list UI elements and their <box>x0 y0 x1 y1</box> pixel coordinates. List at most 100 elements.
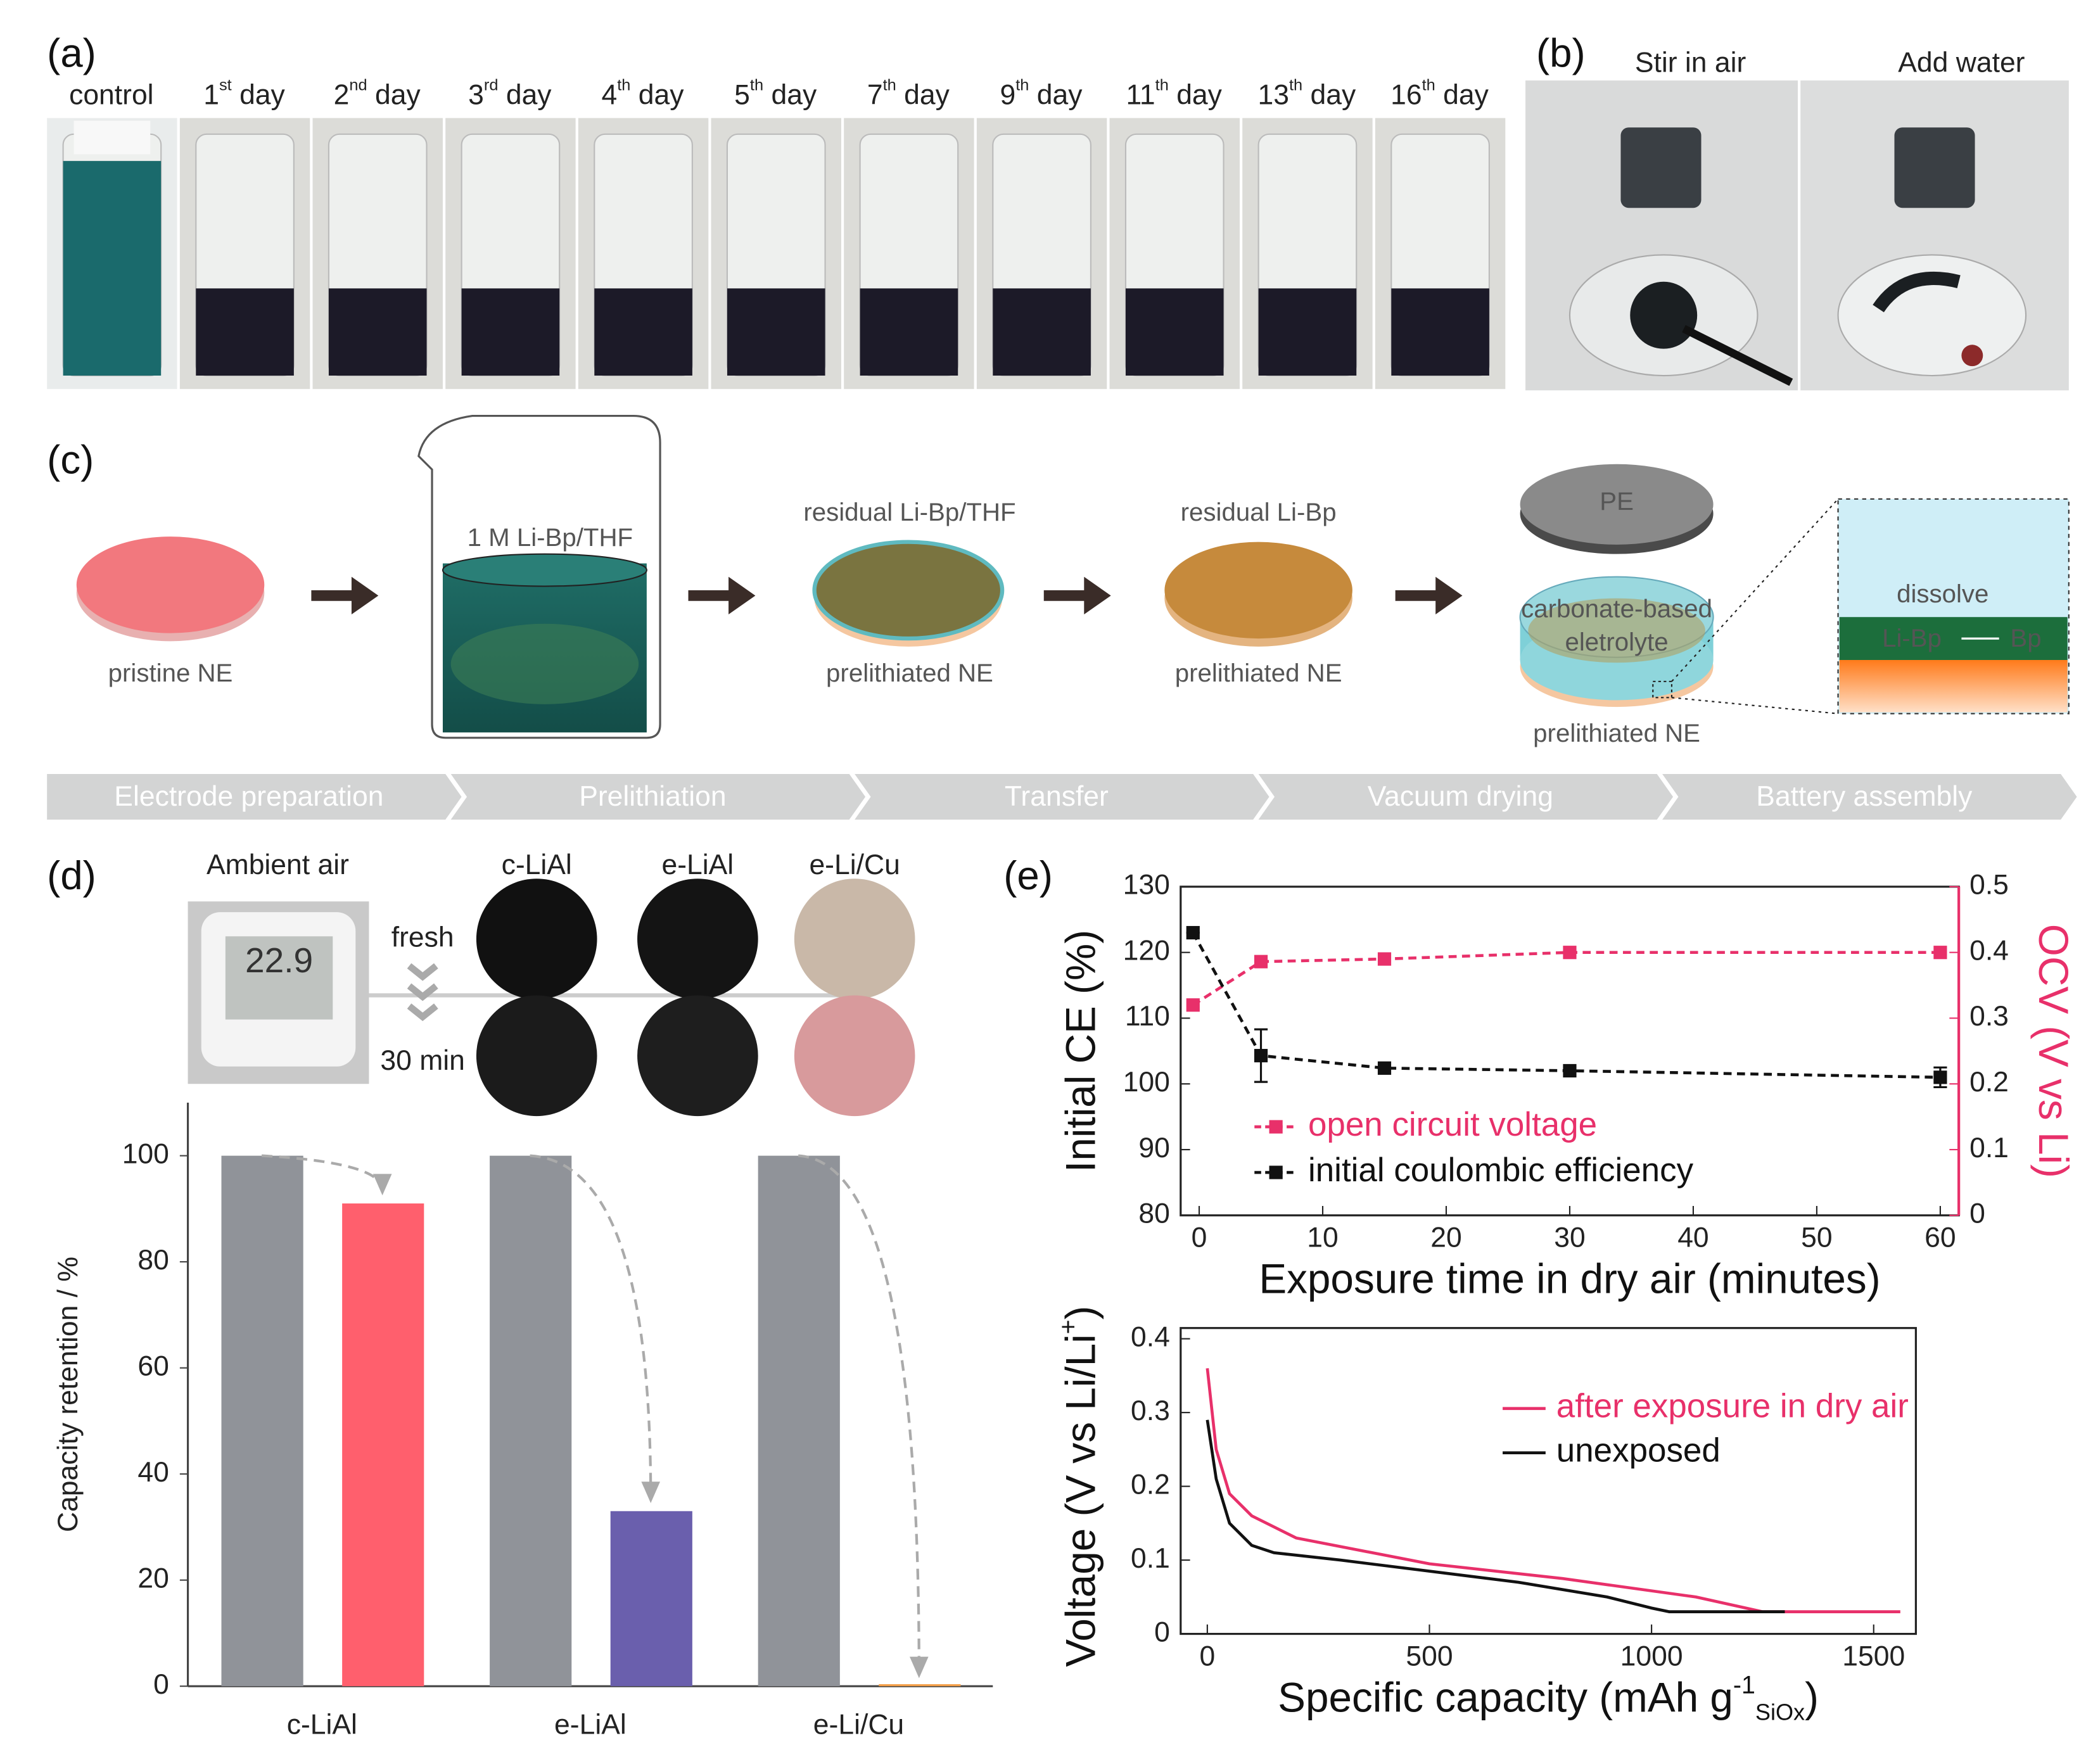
photo-label-part: day <box>1435 79 1489 110</box>
photo-label-part: 2 <box>334 79 350 110</box>
step-label: Electrode preparation <box>114 781 383 812</box>
photo-label: Ambient air <box>207 849 349 880</box>
series-line <box>1206 1367 1900 1613</box>
vial-liquid <box>1125 288 1224 376</box>
bar <box>342 1203 424 1687</box>
step-chevron <box>1662 774 2077 820</box>
y-tick-label: 110 <box>1125 1001 1170 1032</box>
vial-cap <box>73 120 151 155</box>
bar <box>610 1511 692 1687</box>
step-label: Battery assembly <box>1756 781 1973 812</box>
vial-liquid <box>1391 288 1489 376</box>
photo-label-part: 1 <box>203 79 219 110</box>
photo-label-sup: rd <box>484 76 499 94</box>
marker <box>1377 1061 1392 1075</box>
y-tick-label: 0 <box>1154 1616 1170 1647</box>
vial-liquid <box>594 288 692 376</box>
photo-label-part: day <box>1302 79 1356 110</box>
x-tick-label: 500 <box>1406 1640 1453 1672</box>
diagram-label: residual Li-Bp <box>1181 498 1337 526</box>
photo-label-sup: st <box>219 76 232 94</box>
arrow-head <box>909 1656 929 1678</box>
y2-tick-label: 0.2 <box>1969 1067 2009 1098</box>
y2-tick-label: 0 <box>1969 1198 1985 1229</box>
step-label: Transfer <box>1005 781 1109 812</box>
photo-label: 9th day <box>1000 76 1083 110</box>
axis-label: Voltage (V vs Li/Li+) <box>1055 1305 1104 1666</box>
photo-label-part: 7 <box>867 79 883 110</box>
bar <box>758 1155 840 1687</box>
photo-label-sup: th <box>750 76 763 94</box>
photo-label-sup: th <box>617 76 630 94</box>
bar <box>490 1155 572 1687</box>
photo-label: 5th day <box>734 76 817 110</box>
panel-label: (e) <box>1003 853 1053 898</box>
panel-label: (a) <box>47 31 96 76</box>
photo-label-part: 9 <box>1000 79 1016 110</box>
x-tick-label: e-Li/Cu <box>813 1709 904 1740</box>
axis-label-part: -1 <box>1733 1672 1755 1699</box>
photo-label: 2nd day <box>334 76 421 110</box>
x-tick-label: 1000 <box>1620 1640 1683 1672</box>
x-tick-label: 1500 <box>1842 1640 1905 1672</box>
y-tick-label: 40 <box>137 1457 169 1488</box>
diagram-label: carbonate-based <box>1521 594 1712 623</box>
panel-label: (d) <box>47 853 96 898</box>
diagram-label: PE <box>1600 487 1634 516</box>
photo-label: 7th day <box>867 76 950 110</box>
diagram-label: prelithiated NE <box>1533 719 1700 747</box>
axis-label-part: Voltage (V vs Li/Li <box>1058 1334 1104 1666</box>
y-tick-label: 130 <box>1123 870 1170 901</box>
photo-label-part: day <box>498 79 552 110</box>
photo-label: fresh <box>391 922 454 953</box>
vial-liquid <box>63 161 162 376</box>
photo-label: e-Li/Cu <box>809 849 900 880</box>
diagram-label: Li-Bp <box>1882 624 1942 652</box>
axis-label-part: SiOx <box>1755 1699 1805 1725</box>
photo-label-part: 13 <box>1257 79 1288 110</box>
transition-arrow <box>798 1154 920 1673</box>
marker <box>1254 1049 1268 1063</box>
photo-label-part: control <box>69 79 153 110</box>
photo-d <box>188 879 915 1117</box>
series-line <box>1206 1419 1785 1613</box>
axis-label-part: Specific capacity (mAh g <box>1278 1675 1733 1721</box>
step-chevron <box>855 774 1269 820</box>
diagram-label: prelithiated NE <box>826 659 993 687</box>
step-chevron <box>1258 774 1674 820</box>
y-tick-label: 100 <box>122 1138 169 1169</box>
y-tick-label: 0.3 <box>1131 1395 1170 1426</box>
x-tick-label: 0 <box>1192 1222 1207 1253</box>
bar <box>879 1684 961 1687</box>
photo-label: 16th day <box>1390 76 1489 110</box>
marker <box>1563 946 1577 960</box>
photo-label-sup: th <box>1015 76 1029 94</box>
series-line <box>1192 951 1940 1006</box>
marker <box>1186 925 1200 940</box>
marker <box>1933 1070 1947 1084</box>
y-tick-label: 80 <box>1138 1198 1169 1229</box>
bar <box>221 1155 303 1687</box>
photo-label-sup: nd <box>349 76 367 94</box>
axis-label-part: + <box>1055 1319 1083 1334</box>
vial-liquid <box>461 288 560 376</box>
photo-label-part: day <box>367 79 421 110</box>
transition-arrow <box>530 1154 652 1498</box>
marker <box>1254 955 1268 968</box>
diagram-label: prelithiated NE <box>1175 659 1342 687</box>
photo-label-part: 16 <box>1390 79 1422 110</box>
panel-label: (c) <box>47 437 94 482</box>
step-chevron <box>450 774 866 820</box>
y2-tick-label: 0.3 <box>1969 1001 2009 1032</box>
photo-label-part: 4 <box>602 79 618 110</box>
y-axis-label: Capacity retention / % <box>53 1257 84 1532</box>
photo-label-sup: th <box>1155 76 1169 94</box>
y-tick-label: 80 <box>137 1245 169 1276</box>
x-tick-label: 40 <box>1677 1222 1708 1253</box>
x-tick-label: 10 <box>1307 1222 1338 1253</box>
y-tick-label: 90 <box>1138 1133 1169 1164</box>
photo-label-part: day <box>763 79 817 110</box>
photo-label: control <box>69 79 153 110</box>
legend-marker <box>1269 1120 1283 1134</box>
